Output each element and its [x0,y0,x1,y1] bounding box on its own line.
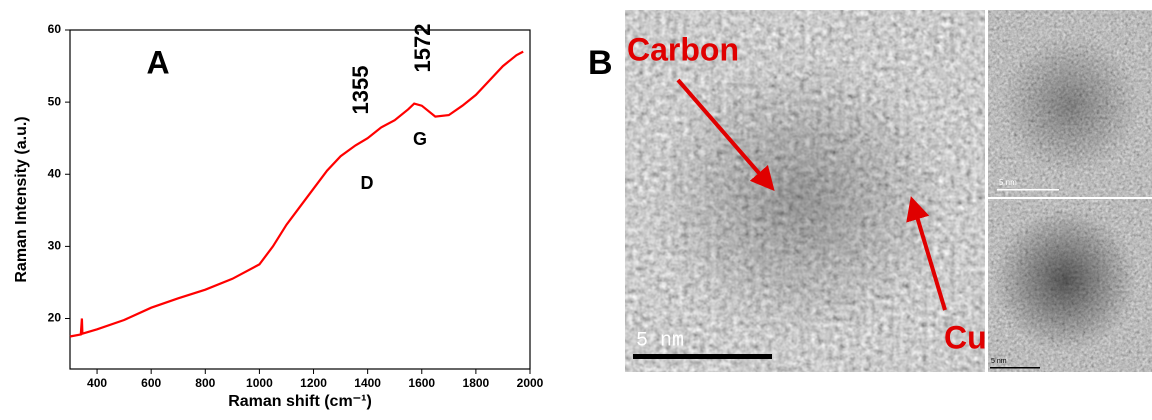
scale-bar-label: 5 nm [999,178,1017,187]
x-tick-label: 600 [141,376,161,390]
particle [650,60,950,340]
plot-frame [69,29,531,370]
y-tick-label: 50 [48,94,62,108]
x-tick-label: 1200 [300,376,327,390]
annotation: Carbon [627,31,739,67]
x-tick-label: 1000 [246,376,273,390]
panel-a: 400 600 800 1000 1200 1400 1600 1800 2000 20 30 40 5… [13,22,543,410]
scale-bar [633,354,772,359]
annotation: A [146,44,169,80]
spectrum-line [69,50,524,338]
x-tick-label: 1600 [408,376,435,390]
scale-bar-label: 5 nm [991,358,1007,365]
arrow [906,196,947,311]
x-axis-label: Raman shift (cm⁻¹) [228,393,372,410]
scale-bar [997,189,1059,191]
panel-b: B Carbon Cu 5 nm 5 nm 5 nm [588,10,1152,372]
x-tick-label: 2000 [517,376,544,390]
y-axis-label: Raman Intensity (a.u.) [13,116,30,282]
x-tick-label: 400 [87,376,107,390]
annotation: 1572 [410,24,435,73]
x-tick-label: 1400 [354,376,381,390]
y-tick-label: 30 [48,239,62,253]
arrow [676,78,775,192]
particle [993,208,1137,352]
y-tick-label: 20 [48,311,62,325]
x-tick-label: 1800 [463,376,490,390]
annotation: D [361,173,374,193]
y-tick-label: 60 [48,22,62,36]
panel-label: B [588,44,613,82]
particle [1000,35,1140,175]
annotation: Cu [944,319,987,355]
annotation: 1355 [348,66,373,115]
annotation: G [413,129,427,149]
y-tick-label: 40 [48,166,62,180]
scale-bar [990,367,1040,369]
x-tick-label: 800 [195,376,215,390]
scale-bar-label: 5 nm [636,329,684,352]
